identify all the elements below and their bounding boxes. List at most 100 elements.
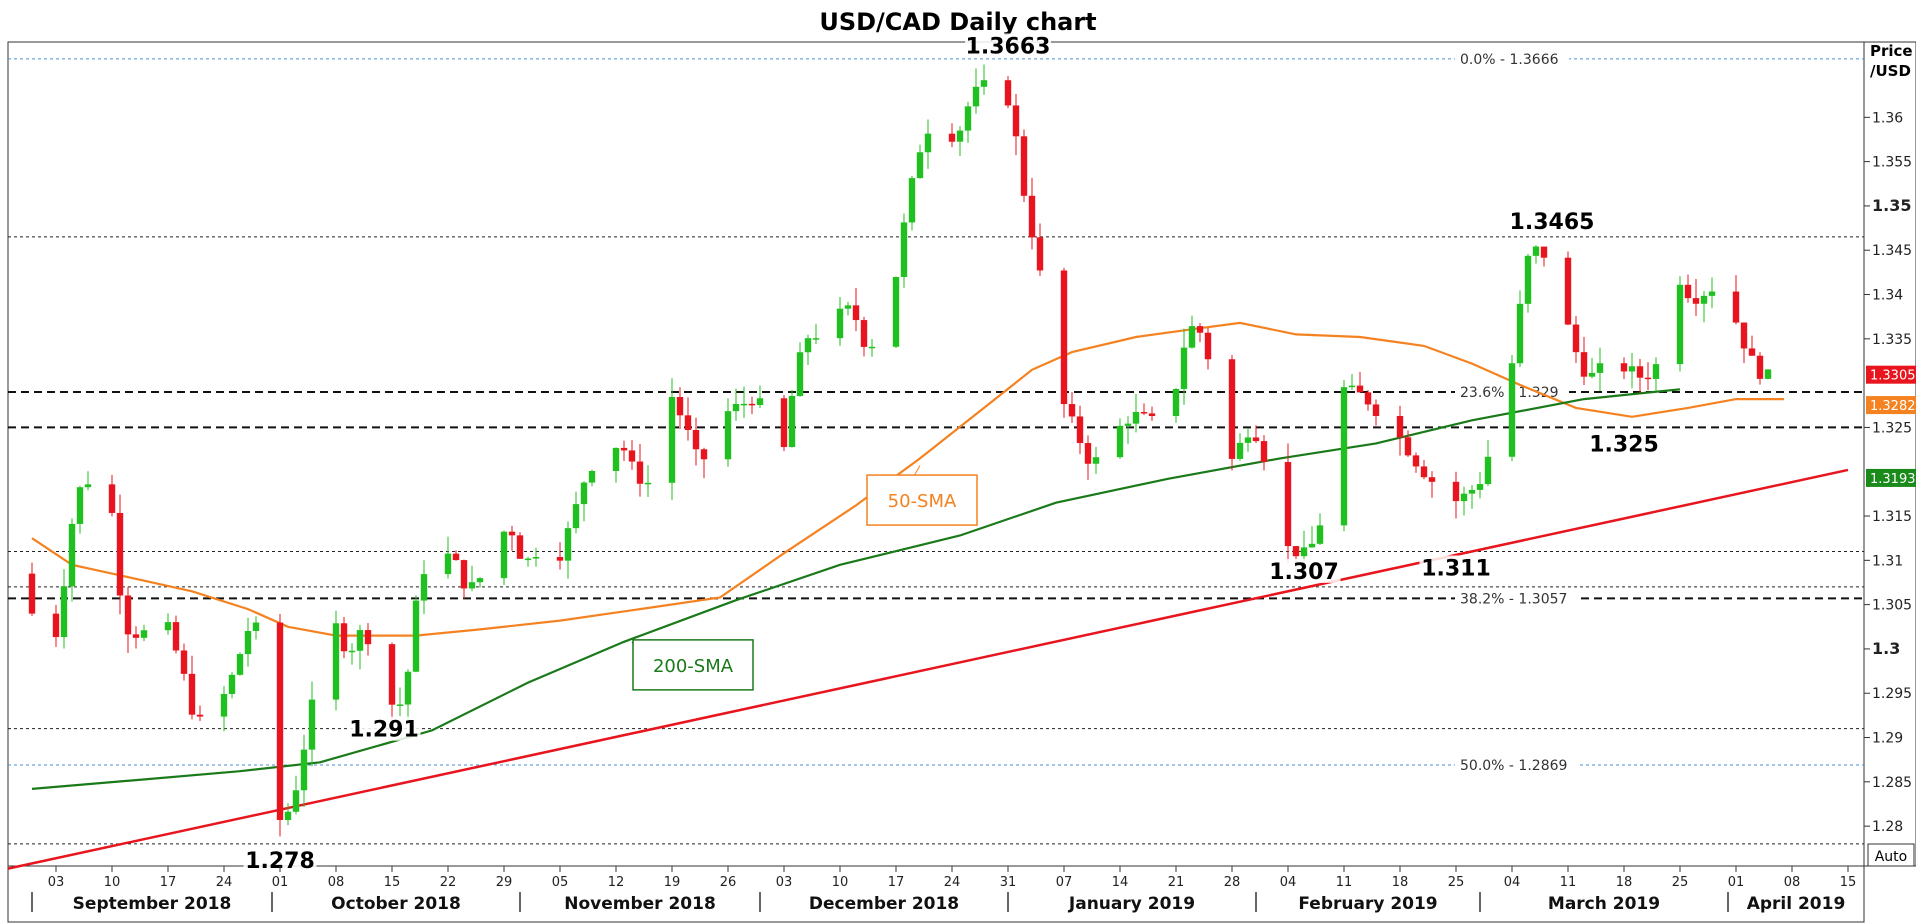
candle-body — [1508, 363, 1516, 457]
annotation-bg-5 — [347, 716, 421, 741]
candle-body — [1252, 437, 1260, 442]
candle-body — [124, 595, 132, 635]
candle-body — [1572, 324, 1580, 353]
candle-body — [1564, 257, 1572, 325]
candle-body — [1708, 291, 1716, 296]
y-tick-label: 1.36 — [1872, 110, 1903, 126]
candle-body — [1628, 366, 1636, 372]
price-axis-panel[interactable] — [1863, 41, 1916, 867]
candle-body — [1260, 441, 1268, 463]
candle-body — [460, 560, 468, 589]
candle-body — [108, 484, 116, 513]
candle-body — [700, 449, 708, 460]
candle-body — [1404, 437, 1412, 456]
candle-body — [356, 630, 364, 651]
candle-body — [1748, 348, 1756, 356]
candle-body — [508, 531, 516, 536]
x-tick-label: 01 — [272, 875, 289, 890]
price-axis-label-line2: /USD — [1870, 62, 1911, 80]
candle-body — [1412, 455, 1420, 467]
candle-body — [1172, 388, 1180, 417]
candle-body — [1356, 385, 1364, 393]
candle-body — [476, 578, 484, 583]
annotation-1.325: 1.325 — [1589, 432, 1659, 457]
x-tick-label: 03 — [48, 875, 65, 890]
candle-body — [220, 693, 228, 717]
plot-area — [7, 41, 1865, 867]
auto-scale-label: Auto — [1875, 849, 1908, 865]
candle-body — [756, 398, 764, 405]
candle-body — [1148, 413, 1156, 417]
x-tick-label: 18 — [1392, 875, 1409, 890]
y-tick-label: 1.28 — [1872, 819, 1903, 835]
candle-body — [340, 623, 348, 652]
annotation-bg-1 — [1509, 208, 1595, 233]
candle-body — [1004, 80, 1012, 106]
x-tick-label: 25 — [1672, 875, 1689, 890]
candle-body — [364, 630, 372, 645]
candle-body — [1084, 443, 1092, 464]
support-trendline — [7, 468, 1849, 870]
x-tick-label: 08 — [328, 875, 345, 890]
candle-body — [1300, 547, 1308, 557]
y-tick-label: 1.325 — [1872, 420, 1912, 436]
candle-body — [1292, 546, 1300, 557]
candle-body — [1732, 291, 1740, 323]
y-tick-label: 1.31 — [1872, 553, 1903, 569]
month-label: January 2019 — [1068, 894, 1195, 914]
candle-body — [300, 749, 308, 791]
x-tick-label: 15 — [1840, 875, 1857, 890]
month-label: March 2019 — [1548, 894, 1660, 914]
candle-body — [668, 396, 676, 483]
candle-body — [252, 622, 260, 631]
x-tick-label: 31 — [1000, 875, 1017, 890]
candle-body — [52, 613, 60, 638]
candle-body — [844, 305, 852, 309]
candle-body — [980, 80, 988, 87]
trendline-layer — [7, 468, 1849, 870]
candle-body — [140, 630, 148, 638]
candle-body — [1764, 369, 1772, 379]
candle-body — [1372, 404, 1380, 416]
candle-body — [1588, 372, 1596, 377]
candle-body — [532, 557, 540, 559]
candle-body — [1636, 366, 1644, 378]
sma200-callout-box — [632, 639, 754, 691]
auto-scale-button[interactable] — [1867, 843, 1915, 867]
price-tag-0: 1.3305 — [1870, 369, 1916, 384]
chart-title: USD/CAD Daily chart — [819, 8, 1096, 36]
candle-body — [852, 305, 860, 321]
x-tick-label: 10 — [104, 875, 121, 890]
candle-body — [588, 470, 596, 483]
candle-body — [724, 411, 732, 460]
candle-body — [1228, 359, 1236, 459]
candle-body — [1316, 525, 1324, 544]
candle-body — [572, 504, 580, 529]
level-label-bg-6 — [1455, 589, 1577, 608]
candle-body — [1204, 332, 1212, 360]
x-tick-label: 19 — [664, 875, 681, 890]
candlesticks-layer — [28, 64, 1772, 837]
x-tick-label: 04 — [1504, 875, 1521, 890]
candle-body — [1484, 456, 1492, 485]
annotations-layer: 1.36631.34651.3251.3111.3071.2911.27850-… — [243, 33, 1661, 874]
candle-body — [1124, 423, 1132, 426]
candle-body — [132, 634, 140, 638]
y-tick-label: 1.335 — [1872, 332, 1912, 348]
candle-body — [1452, 481, 1460, 502]
candle-body — [1644, 377, 1652, 380]
candle-body — [348, 650, 356, 653]
candle-body — [1236, 442, 1244, 459]
candle-body — [556, 557, 564, 561]
candle-body — [228, 674, 236, 694]
candle-body — [644, 482, 652, 485]
level-label-7: 50.0% - 1.2869 — [1460, 758, 1567, 774]
price-tag-bg-1 — [1866, 396, 1916, 415]
date-axis-panel[interactable] — [7, 865, 1865, 923]
candle-body — [468, 582, 476, 589]
y-tick-label: 1.29 — [1872, 731, 1903, 747]
candle-body — [196, 714, 204, 717]
candle-body — [1428, 477, 1436, 482]
candle-body — [1244, 437, 1252, 443]
